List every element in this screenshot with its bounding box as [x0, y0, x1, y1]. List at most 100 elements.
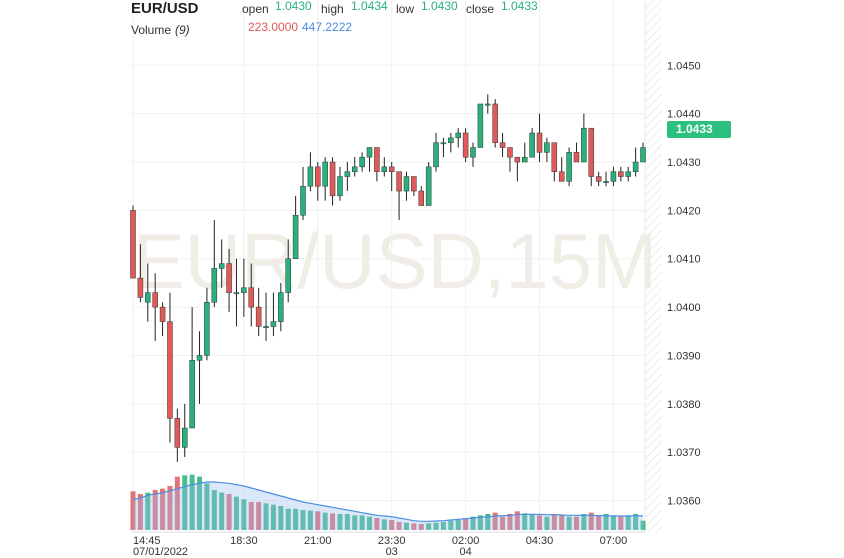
x-tick-label: 18:30: [230, 535, 258, 547]
candle-body: [241, 287, 247, 293]
candle: [507, 147, 513, 172]
last-price-badge-text: 1.0433: [676, 122, 713, 136]
volume-bar: [551, 514, 557, 530]
candle: [181, 403, 188, 458]
candle: [130, 205, 136, 279]
volume-bar: [352, 515, 358, 530]
candle: [322, 157, 328, 201]
candle-body: [529, 132, 535, 158]
candle: [462, 128, 469, 163]
candle: [204, 287, 210, 361]
candle: [174, 408, 181, 462]
volume-bar: [507, 514, 513, 530]
x-tick-sublabel: 07/01/2022: [133, 546, 188, 558]
candle: [470, 142, 476, 167]
candle-body: [300, 185, 306, 216]
candle: [485, 94, 491, 114]
y-tick-label: 1.0390: [667, 350, 701, 362]
candle-body: [218, 263, 225, 269]
candle-body: [211, 268, 218, 303]
candle: [226, 249, 232, 312]
volume-bar: [204, 483, 210, 530]
volume-bar: [463, 518, 469, 530]
candle-body: [196, 355, 203, 361]
volume-bar: [522, 513, 528, 530]
volume-bar: [315, 511, 321, 530]
volume-bar: [307, 510, 313, 530]
candle-body: [344, 171, 351, 177]
volume-bar: [426, 523, 432, 530]
candle: [359, 152, 365, 172]
candle-body: [204, 302, 210, 356]
y-tick-label: 1.0400: [667, 302, 701, 314]
candle-body: [595, 176, 602, 182]
candle-body: [189, 360, 195, 429]
candle: [610, 166, 617, 187]
candle: [448, 133, 454, 153]
x-tick-sublabel: 03: [386, 546, 398, 558]
volume-bars: [130, 474, 646, 530]
candle-body: [566, 152, 572, 182]
candle-body: [588, 127, 595, 177]
volume-bar: [403, 522, 409, 530]
volume-bar: [610, 515, 616, 530]
volume-bar: [485, 514, 491, 530]
volume-ma-area: [133, 482, 643, 530]
chart-legend: EUR/USD open 1.0430 high 1.0434 low 1.04…: [131, 0, 538, 37]
volume-bar: [559, 515, 565, 530]
y-tick-label: 1.0430: [667, 157, 701, 169]
candle: [573, 142, 580, 163]
y-axis: 1.0450 1.0440 1.0430 1.0420 1.0410 1.0400 1.03…: [667, 60, 701, 507]
candle-body: [248, 287, 255, 308]
candle-body: [130, 210, 136, 279]
candle: [632, 147, 639, 177]
volume-bar: [241, 499, 247, 530]
candle: [218, 239, 225, 288]
candle-body: [167, 321, 173, 419]
candle-body: [263, 326, 269, 328]
y-tick-label: 1.0410: [667, 254, 701, 266]
candle: [329, 157, 336, 206]
candle: [351, 157, 358, 177]
candle-body: [425, 166, 432, 206]
candle-body: [625, 171, 631, 177]
candle-body: [159, 306, 166, 322]
candle: [211, 220, 218, 308]
volume-bar: [263, 503, 269, 530]
candle: [374, 147, 380, 182]
candle: [167, 292, 173, 443]
candle: [536, 113, 543, 163]
candle: [492, 99, 498, 148]
low-value: 1.0430: [421, 0, 458, 13]
candle: [189, 307, 195, 429]
candle: [241, 258, 247, 317]
y-tick-label: 1.0360: [667, 496, 701, 508]
candle-body: [403, 176, 410, 192]
volume-ma-value: 447.2222: [302, 20, 352, 34]
volume-bar: [374, 518, 380, 530]
candle-body: [492, 103, 498, 143]
candle-body: [558, 171, 565, 182]
candle-body: [315, 166, 321, 187]
x-tick-label: 21:00: [304, 535, 332, 547]
candle-body: [337, 176, 343, 197]
candle-body: [381, 166, 388, 172]
volume-bar: [492, 512, 498, 530]
candle: [233, 258, 240, 327]
candle: [529, 128, 535, 158]
candle-body: [285, 258, 291, 293]
high-label: high: [321, 2, 344, 16]
candle: [433, 133, 439, 172]
volume-bar: [581, 514, 587, 530]
candle-body: [374, 147, 380, 172]
x-tick-label: 14:45: [133, 535, 161, 547]
candle: [477, 103, 484, 148]
candle: [418, 186, 425, 206]
candle-body: [433, 142, 439, 168]
volume-label: Volume: [131, 23, 171, 37]
candle-body: [411, 176, 417, 192]
volume-bar: [596, 515, 602, 530]
candle-body: [610, 171, 617, 182]
volume-bar: [233, 496, 239, 530]
candle-body: [226, 263, 232, 293]
